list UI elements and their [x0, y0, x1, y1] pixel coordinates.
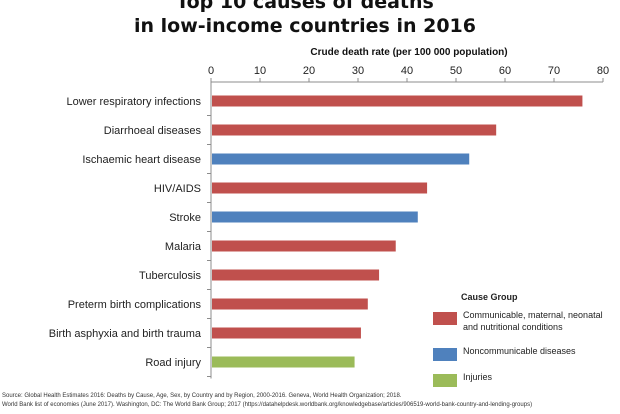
x-axis: 0 10 20 30 40 50 60 70 80: [208, 65, 609, 83]
bar: [212, 182, 428, 194]
category-label: Ischaemic heart disease: [82, 154, 201, 166]
x-tick-label: 10: [254, 65, 266, 77]
bar: [212, 153, 470, 165]
legend-label: and nutritional conditions: [463, 322, 563, 332]
x-tick-label: 50: [450, 65, 462, 77]
legend-title: Cause Group: [461, 292, 518, 302]
category-label: Road injury: [145, 357, 201, 369]
x-tick-label: 60: [499, 65, 511, 77]
legend: Cause Group Communicable, maternal, neona…: [433, 292, 603, 387]
chart-title-line: in low-income countries in 2016: [134, 15, 476, 37]
x-tick-label: 80: [597, 65, 609, 77]
bar: [212, 269, 380, 281]
x-tick-label: 0: [208, 65, 214, 77]
bar: [212, 240, 396, 252]
bar: [212, 124, 497, 136]
source-text: World Bank list of economies (June 2017)…: [2, 402, 532, 408]
x-tick-label: 30: [352, 65, 364, 77]
source-text: Source: Global Health Estimates 2016: De…: [2, 393, 402, 399]
chart-title-line: Top 10 causes of deaths: [176, 0, 434, 13]
legend-label: Noncommunicable diseases: [463, 346, 576, 356]
category-label: Lower respiratory infections: [66, 96, 201, 108]
x-tick-label: 40: [401, 65, 413, 77]
category-label: Birth asphyxia and birth trauma: [49, 328, 202, 340]
category-label: HIV/AIDS: [154, 183, 201, 195]
x-tick-label: 70: [548, 65, 560, 77]
y-axis: Lower respiratory infections Diarrhoeal d…: [49, 82, 212, 379]
x-tick-label: 20: [303, 65, 315, 77]
bar: [212, 95, 583, 107]
category-label: Preterm birth complications: [68, 299, 202, 311]
legend-swatch: [433, 312, 457, 325]
bar: [212, 211, 418, 223]
source-note: Source: Global Health Estimates 2016: De…: [2, 393, 532, 408]
legend-swatch: [433, 348, 457, 361]
bar: [212, 298, 368, 310]
x-axis-title: Crude death rate (per 100 000 population…: [310, 47, 507, 58]
bars: [212, 95, 583, 368]
bar: [212, 356, 355, 368]
category-label: Stroke: [169, 212, 201, 224]
legend-swatch: [433, 374, 457, 387]
bar: [212, 327, 361, 339]
category-label: Diarrhoeal diseases: [104, 125, 202, 137]
legend-label: Injuries: [463, 372, 493, 382]
legend-label: Communicable, maternal, neonatal: [463, 310, 603, 320]
category-label: Malaria: [165, 241, 202, 253]
chart-title: Top 10 causes of deaths in low-income cou…: [134, 0, 476, 37]
category-label: Tuberculosis: [139, 270, 201, 282]
